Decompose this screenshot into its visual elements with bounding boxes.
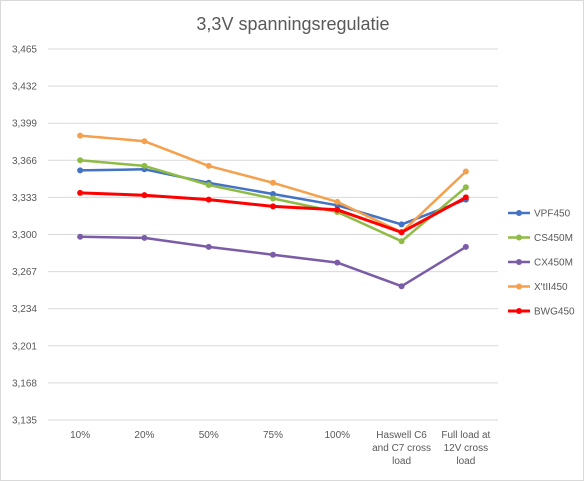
legend-marker-vpf450 — [516, 210, 522, 216]
data-point-vpf450 — [77, 167, 84, 174]
data-point-x-tii450 — [334, 198, 341, 205]
data-point-bwg450 — [205, 196, 212, 203]
gridlines — [48, 48, 498, 421]
x-tick-label: 10% — [70, 430, 90, 441]
legend-marker-cs450m — [516, 234, 522, 241]
data-point-cx450m — [462, 243, 469, 250]
x-axis-ticks: 10% 20% 50% 75% 100% Haswell C6 and C7 cross lo… — [70, 430, 490, 467]
data-point-cx450m — [398, 283, 405, 290]
y-tick-label: 3,333 — [12, 193, 37, 204]
y-tick-label: 3,267 — [12, 267, 37, 278]
legend-label-cs450m: CS450M — [534, 233, 573, 244]
data-point-x-tii450 — [141, 138, 148, 145]
series-group — [77, 132, 469, 290]
legend-marker-bwg450 — [516, 308, 522, 314]
y-tick-label: 3,399 — [12, 119, 37, 130]
legend-label-bwg450: BWG450 — [534, 307, 575, 318]
chart-title: 3,3V spanningsregulatie — [196, 14, 389, 34]
data-point-x-tii450 — [462, 168, 469, 175]
y-tick-label: 3,234 — [12, 304, 37, 315]
data-point-bwg450 — [462, 194, 469, 201]
y-tick-label: 3,432 — [12, 82, 37, 93]
data-point-cx450m — [77, 233, 84, 240]
data-point-bwg450 — [141, 192, 148, 199]
data-point-x-tii450 — [270, 179, 276, 186]
data-point-cx450m — [141, 234, 148, 241]
legend-label-vpf450: VPF450 — [534, 209, 571, 220]
data-point-vpf450 — [270, 191, 276, 198]
data-point-vpf450 — [398, 221, 405, 228]
data-point-cs450m — [270, 195, 276, 202]
data-point-bwg450 — [77, 189, 84, 196]
data-point-cs450m — [462, 184, 469, 191]
data-point-cs450m — [77, 157, 84, 164]
data-point-cs450m — [141, 162, 148, 169]
y-tick-label: 3,201 — [12, 341, 37, 352]
data-point-x-tii450 — [77, 132, 84, 139]
legend-label-x-tii450: X'tII450 — [534, 282, 568, 293]
x-tick-label: Full load at 12V cross load — [441, 430, 490, 467]
data-point-bwg450 — [398, 229, 405, 236]
y-tick-label: 3,300 — [12, 230, 37, 241]
data-point-bwg450 — [270, 203, 276, 210]
x-tick-label: 20% — [134, 430, 154, 441]
y-tick-label: 3,135 — [12, 416, 37, 427]
x-tick-label: 75% — [263, 430, 283, 441]
x-tick-label: 50% — [199, 430, 219, 441]
legend-marker-x-tii450 — [516, 283, 522, 290]
y-tick-label: 3,168 — [12, 378, 37, 389]
data-point-cs450m — [205, 182, 212, 189]
legend: VPF450 CS450M CX450M X'tII450 BWG450 — [508, 209, 575, 318]
data-point-bwg450 — [334, 206, 341, 213]
x-tick-label: Haswell C6 and C7 cross load — [372, 430, 431, 467]
data-point-cx450m — [334, 259, 341, 266]
y-tick-label: 3,366 — [12, 156, 37, 167]
data-point-cx450m — [205, 243, 212, 250]
y-tick-label: 3,465 — [12, 45, 37, 56]
data-point-cx450m — [270, 251, 276, 258]
x-tick-label: 100% — [324, 430, 350, 441]
y-axis-ticks: 3,135 3,168 3,201 3,234 3,267 3,300 3,333 3,366… — [12, 45, 37, 427]
legend-marker-cx450m — [516, 259, 522, 265]
data-point-cs450m — [398, 238, 405, 245]
data-point-x-tii450 — [205, 162, 212, 169]
series-line-cx450m — [78, 235, 468, 288]
legend-label-cx450m: CX450M — [534, 258, 573, 269]
